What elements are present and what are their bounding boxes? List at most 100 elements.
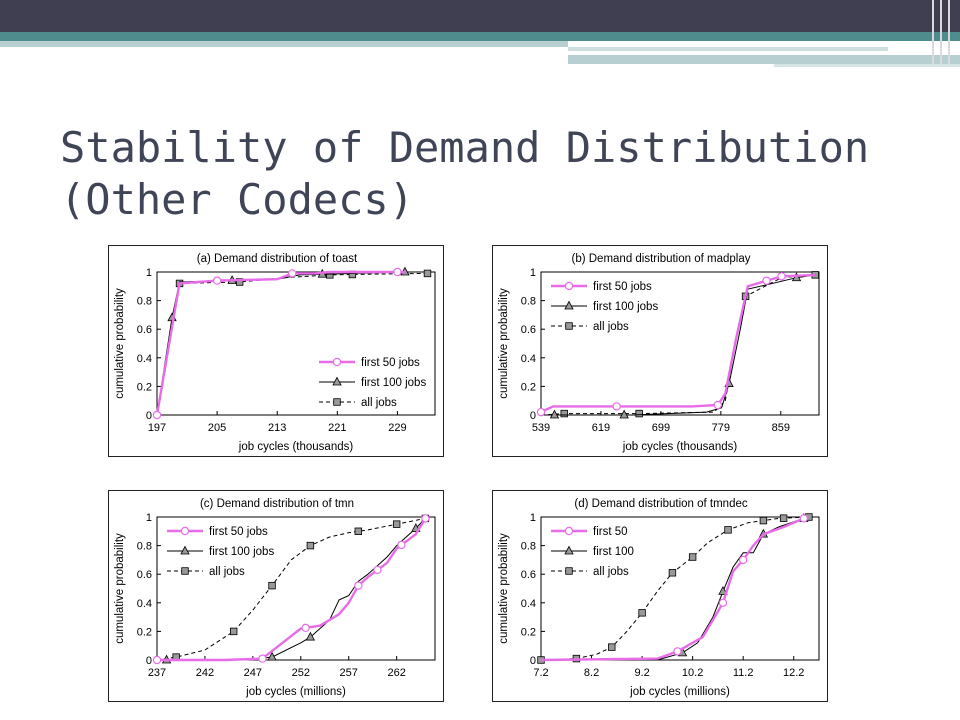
x-tick-label: 242 <box>196 667 214 679</box>
chart-panel-tmn: (c) Demand distribution of tmn 0 0.2 0.4 0.6… <box>108 490 444 702</box>
data-point-circle <box>212 276 222 285</box>
x-tick-label: 11.2 <box>733 667 754 679</box>
chart-madplay: (b) Demand distribution of madplay 0 0.2 0.… <box>498 253 820 453</box>
data-point-circle <box>564 526 574 536</box>
y-tick-label: 0.8 <box>137 296 152 308</box>
data-point-square <box>565 322 573 330</box>
decor-line <box>948 0 950 64</box>
y-tick-label: 0.4 <box>137 598 152 610</box>
y-axis-label: cumulative probability <box>498 288 510 399</box>
x-tick-label: 229 <box>388 422 406 434</box>
data-point-circle <box>152 410 162 420</box>
plot-frame <box>540 516 820 661</box>
data-point-square <box>423 269 432 278</box>
y-tick-label: 0 <box>530 655 536 667</box>
series-line <box>541 274 816 416</box>
chart-title: (b) Demand distribution of madplay <box>572 253 751 265</box>
data-point-square <box>688 553 697 561</box>
data-point-circle <box>564 281 574 291</box>
series-line <box>540 516 809 661</box>
data-point-square <box>354 527 363 535</box>
data-point-circle <box>777 272 786 281</box>
data-point-circle <box>288 269 297 278</box>
series-line <box>156 517 426 661</box>
y-tick-label: 0 <box>146 410 152 422</box>
slide-title-line-1: Stability of Demand Distribution <box>60 123 870 172</box>
chart-title: (a) Demand distribution of toast <box>197 253 358 265</box>
y-tick-label: 0 <box>146 655 152 667</box>
data-point-square <box>779 514 788 522</box>
chart-tmndec: (d) Demand distribution of tmndec 0 0.2 0.4… <box>498 498 820 698</box>
series-line <box>157 517 427 662</box>
x-tick-label: 619 <box>592 422 610 434</box>
legend-item: first 100 jobs <box>551 300 658 313</box>
series-2 <box>156 514 430 661</box>
x-tick-label: 262 <box>387 667 405 679</box>
x-axis-label: job cycles (millions) <box>629 686 730 698</box>
plot-frame <box>156 516 436 661</box>
accent-stripe-light <box>0 41 568 47</box>
slide-title-line-2: (Other Codecs) <box>60 175 415 224</box>
legend-label: first 50 jobs <box>593 281 652 293</box>
series-2 <box>537 513 813 664</box>
data-point-circle <box>332 357 342 367</box>
chart-toast: (a) Demand distribution of toast 0 0.2 0.4 0… <box>114 253 436 453</box>
data-point-square <box>635 409 643 418</box>
x-tick-label: 252 <box>292 667 310 679</box>
data-point-square <box>181 567 189 575</box>
series-1 <box>156 266 410 416</box>
legend-label: first 100 jobs <box>593 301 658 313</box>
data-point-circle <box>536 407 546 417</box>
x-tick-label: 7.2 <box>533 667 548 679</box>
data-point-circle <box>713 400 723 410</box>
y-axis-label: cumulative probability <box>114 288 126 399</box>
y-tick-label: 1 <box>530 512 536 524</box>
series-line <box>540 517 805 662</box>
x-tick-label: 247 <box>244 667 262 679</box>
legend-item: first 100 jobs <box>167 545 274 558</box>
data-point-square <box>565 567 573 575</box>
accent-stripe-faint <box>774 64 960 67</box>
legend-label: first 50 <box>593 526 628 538</box>
series-line <box>156 272 428 416</box>
data-point-square <box>638 609 646 617</box>
legend: first 50 first 100 all jobs <box>551 526 634 578</box>
data-point-circle <box>738 555 748 565</box>
series-line <box>166 518 426 661</box>
series-line <box>156 271 405 416</box>
series-0 <box>540 514 809 662</box>
series-0 <box>152 514 430 665</box>
x-tick-label: 9.2 <box>634 667 649 679</box>
plot-frame <box>156 271 436 416</box>
legend-item: first 50 jobs <box>167 526 268 538</box>
legend-item: all jobs <box>551 566 629 578</box>
series-line <box>541 517 804 661</box>
x-tick-label: 539 <box>532 422 550 434</box>
plot-frame <box>540 271 820 416</box>
x-tick-label: 699 <box>652 422 670 434</box>
data-point-circle <box>421 514 430 523</box>
x-tick-label: 221 <box>328 422 346 434</box>
x-tick-label: 12.2 <box>783 667 804 679</box>
data-point-square <box>608 643 616 651</box>
x-tick-label: 237 <box>148 667 166 679</box>
data-point-circle <box>373 565 382 575</box>
data-point-square <box>668 569 677 577</box>
x-tick-label: 10.2 <box>682 667 703 679</box>
accent-stripe-thin <box>568 47 888 51</box>
header-bar <box>0 0 960 32</box>
data-point-triangle <box>549 409 560 419</box>
data-point-circle <box>152 655 162 665</box>
chart-panel-madplay: (b) Demand distribution of madplay 0 0.2 0.… <box>492 245 828 457</box>
data-point-triangle <box>267 651 277 661</box>
data-point-circle <box>718 598 728 608</box>
data-point-triangle <box>305 631 316 641</box>
y-tick-label: 0 <box>530 410 536 422</box>
legend-item: first 100 <box>551 545 634 558</box>
y-tick-label: 0.8 <box>521 541 536 553</box>
legend-label: all jobs <box>209 566 245 578</box>
legend: first 50 jobs first 100 jobs all jobs <box>319 357 426 409</box>
legend-item: all jobs <box>319 397 397 409</box>
data-point-circle <box>354 581 363 590</box>
accent-stripe <box>0 32 960 41</box>
